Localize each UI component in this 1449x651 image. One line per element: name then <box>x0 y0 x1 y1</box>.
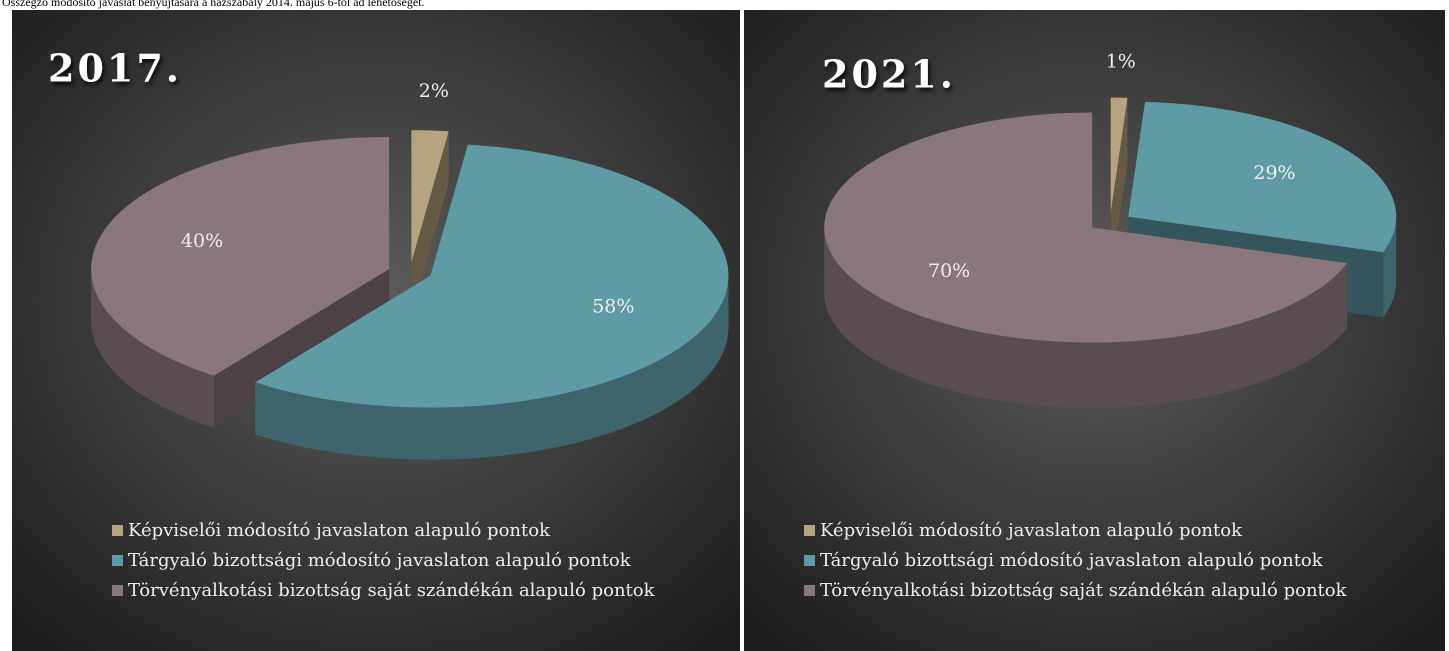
legend-swatch <box>112 525 123 536</box>
pie-3d <box>824 97 1397 408</box>
legend-label: Tárgyaló bizottsági módosító javaslaton … <box>820 550 1324 571</box>
slice-side <box>255 275 729 460</box>
legend-swatch <box>804 585 815 596</box>
slice <box>91 137 390 376</box>
slice <box>1110 97 1128 213</box>
slice <box>411 130 449 263</box>
pie-chart: 2017. 2% 58% 40% Képviselői módosító javasla… <box>12 10 740 651</box>
legend-swatch <box>112 555 123 566</box>
chart-title: 2021. <box>822 52 956 97</box>
data-label: 58% <box>592 296 634 318</box>
slice-side <box>91 269 214 428</box>
data-label: 70% <box>928 260 970 282</box>
chart-title: 2017. <box>48 46 182 91</box>
pie-chart: 2021. 1% 29% 70% Képviselői módosító javasla… <box>744 10 1445 651</box>
data-label: 2% <box>419 80 449 102</box>
legend-label: Tárgyaló bizottsági módosító javaslaton … <box>128 550 632 571</box>
data-label: 29% <box>1253 162 1295 184</box>
legend-swatch <box>804 525 815 536</box>
legend-swatch <box>804 555 815 566</box>
slice-edge <box>411 131 449 315</box>
slice <box>824 112 1348 343</box>
legend-swatch <box>112 585 123 596</box>
caption: Összegző módosító javaslat benyújtására … <box>2 0 425 9</box>
slice <box>1128 101 1397 253</box>
pie-3d <box>91 130 729 460</box>
data-label: 1% <box>1106 51 1136 73</box>
legend-label: Törvényalkotási bizottság saját szándéká… <box>128 580 656 601</box>
data-label: 40% <box>181 230 223 252</box>
legend-label: Törvényalkotási bizottság saját szándéká… <box>820 580 1348 601</box>
legend-label: Képviselői módosító javaslaton alapuló p… <box>128 520 551 541</box>
legend-label: Képviselői módosító javaslaton alapuló p… <box>820 520 1243 541</box>
slice-side <box>824 227 1348 408</box>
slice <box>255 144 729 408</box>
slice-side <box>1383 216 1397 318</box>
